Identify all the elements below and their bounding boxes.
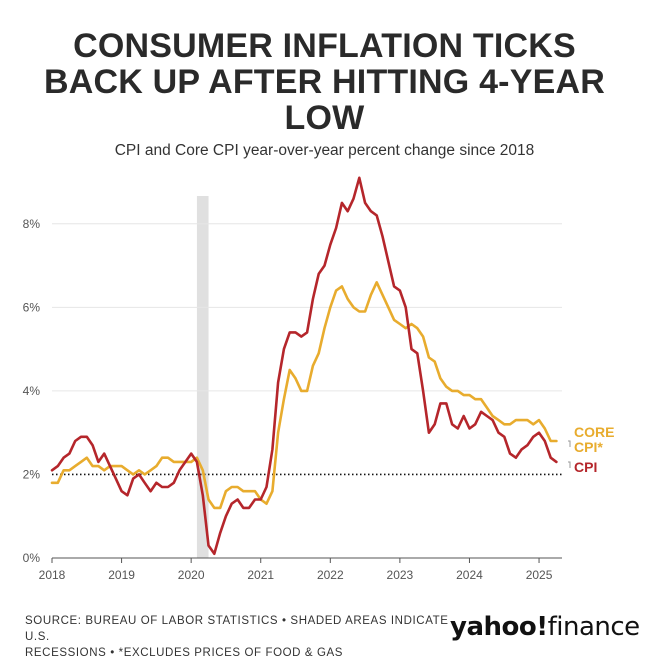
recession-band bbox=[196, 196, 209, 558]
y-tick-label: 8% bbox=[23, 217, 41, 231]
y-tick-label: 2% bbox=[23, 467, 41, 481]
line-chart: 0% 2% 4% 6% 8% 2018 2019 2020 2021 2022 2023 2024 2… bbox=[23, 176, 614, 582]
x-tick-label: 2024 bbox=[456, 568, 483, 582]
x-tick-label: 2019 bbox=[108, 568, 135, 582]
x-tick-label: 2025 bbox=[526, 568, 553, 582]
title-line-2: BACK UP AFTER HITTING 4-YEAR bbox=[44, 63, 605, 101]
x-tick-label: 2018 bbox=[39, 568, 66, 582]
chart-subtitle: CPI and Core CPI year-over-year percent … bbox=[114, 142, 535, 159]
y-tick-label: 4% bbox=[23, 384, 41, 398]
x-tick-label: 2023 bbox=[387, 568, 414, 582]
yahoo-finance-logo: yahoo!finance bbox=[450, 612, 640, 642]
x-tick-label: 2020 bbox=[178, 568, 205, 582]
source-line-2: RECESSIONS • *EXCLUDES PRICES OF FOOD & … bbox=[25, 647, 344, 659]
x-tick-label: 2022 bbox=[317, 568, 344, 582]
series-label-core-cpi-line1: CORE bbox=[574, 424, 614, 440]
logo-yahoo-text: yahoo! bbox=[450, 612, 548, 642]
core-label-connector bbox=[568, 440, 571, 447]
y-tick-label: 6% bbox=[23, 300, 41, 314]
source-note: SOURCE: BUREAU OF LABOR STATISTICS • SHA… bbox=[25, 613, 455, 661]
source-line-1: SOURCE: BUREAU OF LABOR STATISTICS • SHA… bbox=[25, 615, 449, 643]
series-label-core-cpi-line2: CPI* bbox=[574, 439, 603, 455]
title-line-3: LOW bbox=[284, 99, 365, 137]
y-tick-label: 0% bbox=[23, 551, 41, 565]
series-label-cpi: CPI bbox=[574, 459, 597, 475]
logo-finance-text: finance bbox=[547, 612, 641, 642]
x-tick-label: 2021 bbox=[247, 568, 274, 582]
chart-title: CONSUMER INFLATION TICKS BACK UP AFTER H… bbox=[20, 28, 629, 136]
cpi-label-connector bbox=[568, 461, 571, 468]
core-cpi-series-line bbox=[50, 281, 558, 510]
cpi-series-line bbox=[50, 176, 558, 556]
title-line-1: CONSUMER INFLATION TICKS bbox=[73, 27, 576, 65]
